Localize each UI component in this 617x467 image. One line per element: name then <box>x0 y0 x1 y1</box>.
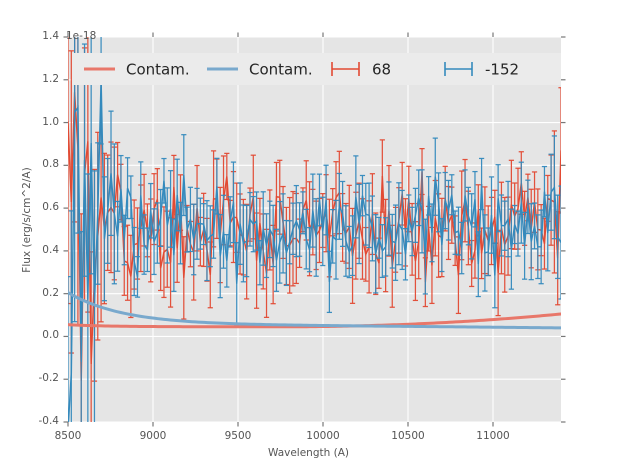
y-tick-label: 0.2 <box>42 286 59 299</box>
y-axis-offset-text: 1e-18 <box>66 30 97 42</box>
tick-marks <box>63 32 566 427</box>
y-tick-label: 0.4 <box>42 243 59 256</box>
y-tick-label: -0.2 <box>38 372 60 385</box>
x-axis-label: Wavelength (A) <box>267 447 349 459</box>
data-series-group <box>68 37 561 422</box>
legend-entry-contam-0[interactable]: Contam. <box>84 61 190 79</box>
y-tick-label: -0.4 <box>38 415 60 427</box>
legend-entry--152[interactable]: -152 <box>444 61 519 79</box>
legend-entry-contam-1[interactable]: Contam. <box>207 61 313 79</box>
spectrum-line--152 <box>68 79 561 422</box>
legend-label: 68 <box>372 61 391 79</box>
legend-label: Contam. <box>249 61 313 79</box>
y-tick-label: 0.6 <box>42 201 59 214</box>
legend-background <box>72 53 561 85</box>
x-tick-label: 8500 <box>54 430 82 442</box>
legend-label: -152 <box>485 61 519 79</box>
x-tick-label: 11000 <box>476 430 510 442</box>
x-tick-label: 9000 <box>139 430 167 442</box>
contamination-curve-contam-blue <box>68 291 561 330</box>
x-tick-label: 9500 <box>224 430 252 442</box>
y-tick-label: 1.2 <box>42 72 59 85</box>
legend-entry-68[interactable]: 68 <box>331 61 391 79</box>
y-tick-label: 0.8 <box>42 158 59 171</box>
y-tick-label: 0.0 <box>42 329 59 342</box>
x-tick-label: 10000 <box>306 430 340 442</box>
chart-legend[interactable]: Contam. Contam. 68 -152 <box>72 53 561 85</box>
y-tick-label: 1.4 <box>42 30 59 42</box>
y-tick-label: 1.0 <box>42 115 59 128</box>
legend-label: Contam. <box>126 61 190 79</box>
x-tick-label: 10500 <box>391 430 425 442</box>
